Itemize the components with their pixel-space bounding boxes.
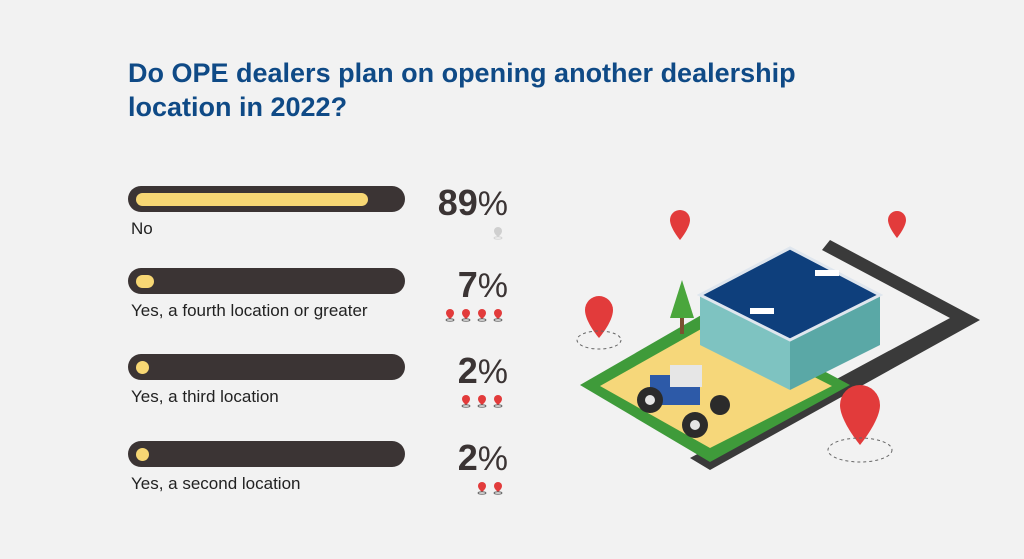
pin-icons (443, 308, 505, 322)
bar-fill (136, 193, 369, 206)
value-label: 89% (437, 182, 508, 223)
bar-row: Yes, a second location 2% (128, 437, 508, 511)
value-label: 7% (457, 264, 508, 305)
tractor-icon (637, 365, 730, 438)
bar-track (128, 441, 405, 467)
map-pin-icon (493, 395, 503, 408)
map-pin-icon (461, 309, 471, 322)
pin-icons (491, 226, 505, 240)
bar-track (128, 354, 405, 380)
map-pin-icon (477, 482, 487, 495)
map-pin-icon (477, 395, 487, 408)
bar-label: Yes, a second location (131, 474, 301, 493)
map-pin-icon (445, 309, 455, 322)
bar-row: Yes, a fourth location or greater 7% (128, 264, 508, 338)
bar-row: Yes, a third location 2% (128, 350, 508, 424)
bar-track (128, 186, 405, 212)
tree-icon (670, 280, 694, 318)
bar-fill (136, 275, 155, 288)
dealership-illustration (576, 210, 980, 470)
bar-fill (136, 448, 149, 461)
value-label: 2% (457, 350, 508, 391)
bar-label: Yes, a fourth location or greater (131, 301, 368, 320)
map-pin-icon (477, 309, 487, 322)
value-label: 2% (457, 437, 508, 478)
bar-row: No 89% (128, 182, 508, 256)
map-pin-icon (585, 210, 906, 445)
chart-title: Do OPE dealers plan on opening another d… (128, 58, 796, 122)
bar-track (128, 268, 405, 294)
bar-label: Yes, a third location (131, 387, 279, 406)
bar-label: No (131, 219, 153, 238)
map-pin-icon (493, 227, 503, 240)
pin-icons (459, 394, 505, 408)
map-pin-icon (493, 309, 503, 322)
bar-fill (136, 361, 149, 374)
map-pin-icon (493, 482, 503, 495)
pin-icons (475, 481, 505, 495)
map-pin-icon (461, 395, 471, 408)
